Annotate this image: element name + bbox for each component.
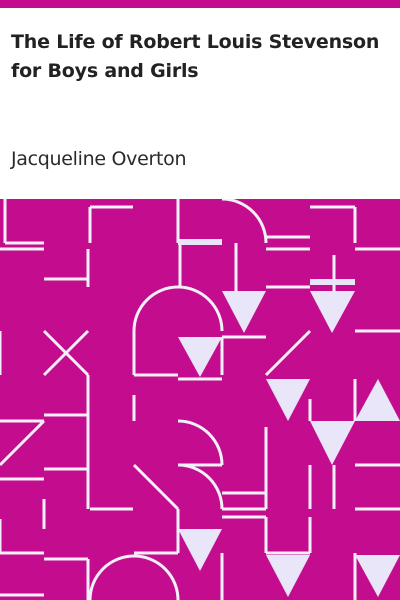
top-accent-bar	[0, 0, 400, 8]
cover-pattern	[0, 199, 400, 600]
book-title: The Life of Robert Louis Stevenson for B…	[11, 31, 380, 82]
book-author: Jacqueline Overton	[11, 148, 187, 170]
